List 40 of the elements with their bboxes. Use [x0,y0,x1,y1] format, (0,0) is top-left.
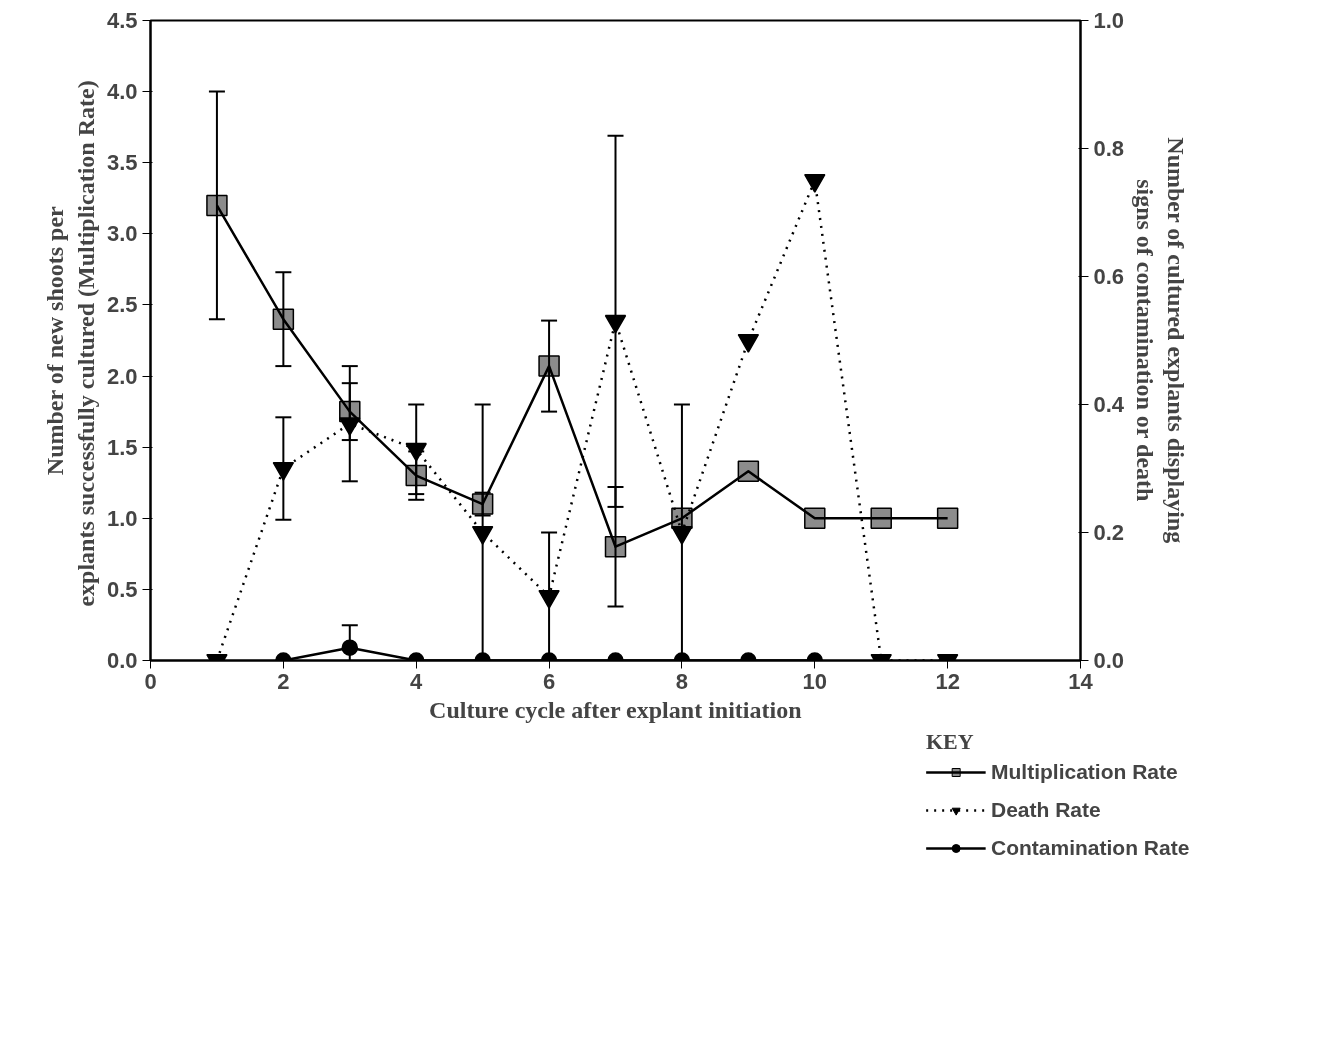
x-axis-title: Culture cycle after explant initiation [429,696,802,723]
point [206,194,228,217]
point [272,308,295,330]
x-tick-label: 10 [802,668,828,694]
y-tick-label: 0.0 [106,648,138,673]
y2-tick-label: 0.6 [1093,264,1125,289]
x-tick-label: 8 [675,668,689,694]
y2-tick-label: 0.4 [1093,392,1125,417]
y2-tick-label: 0.2 [1093,520,1125,545]
x-tick-label: 2 [277,668,290,694]
x-tick-label: 12 [935,668,960,694]
legend-label: Contamination Rate [990,836,1190,860]
y-tick-label: 3.5 [106,150,138,176]
y2-axis-title: Number of cultured explants displaying signs of contamination or death [1132,137,1190,544]
point [804,507,826,530]
x-tick-label: 6 [542,668,556,694]
point [538,355,560,377]
y-tick-label: 2.0 [106,363,138,389]
y-tick-label: 1.5 [106,434,138,460]
legend-label: Multiplication Rate [990,760,1178,784]
y-tick-label: 2.5 [106,292,138,318]
x-tick-label: 4 [410,668,424,694]
y2-tick-label: 1.0 [1093,8,1125,33]
y-tick-label: 0.5 [106,576,138,602]
legend-label: Death Rate [990,798,1101,822]
point [604,535,627,558]
y-tick-label: 4.0 [106,79,138,105]
point [405,464,427,487]
point [936,507,959,530]
y2-tick-label: 0.0 [1093,648,1125,673]
y-axis-title: Number of new shoots per explants successfully cultured (Multiplication Rate) [41,80,99,607]
point [737,460,760,483]
legend-title: KEY [925,729,975,755]
y2-tick-label: 0.8 [1093,136,1125,161]
x-tick-label: 0 [144,668,157,694]
y-tick-label: 4.5 [106,8,138,33]
x-tick-label: 14 [1068,668,1094,694]
y-tick-label: 3.0 [106,221,138,247]
y-tick-label: 1.0 [106,505,138,531]
point [870,507,892,530]
